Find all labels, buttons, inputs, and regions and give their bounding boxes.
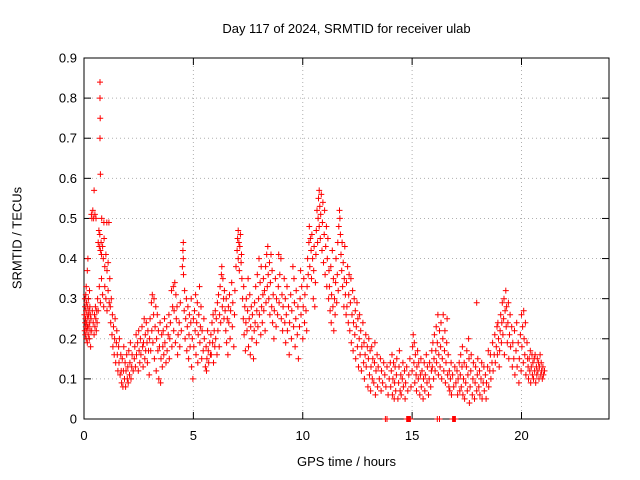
y-tick-label: 0.9 — [59, 51, 77, 66]
x-tick-label: 0 — [80, 428, 87, 443]
x-tick-label: 15 — [405, 428, 419, 443]
y-tick-label: 0.6 — [59, 171, 77, 186]
scatter-points — [81, 79, 548, 422]
y-tick-label: 0 — [70, 412, 77, 427]
y-tick-label: 0.8 — [59, 91, 77, 106]
y-tick-label: 0.7 — [59, 131, 77, 146]
y-tick-label: 0.4 — [59, 251, 77, 266]
x-tick-label: 10 — [296, 428, 310, 443]
plot-border — [83, 57, 610, 420]
x-axis-label: GPS time / hours — [297, 454, 396, 469]
y-tick-label: 0.1 — [59, 371, 77, 386]
x-tick-label: 5 — [190, 428, 197, 443]
y-tick-label: 0.5 — [59, 211, 77, 226]
x-tick-label: 20 — [514, 428, 528, 443]
chart-title: Day 117 of 2024, SRMTID for receiver ula… — [222, 21, 471, 36]
y-tick-label: 0.2 — [59, 331, 77, 346]
y-tick-label: 0.3 — [59, 291, 77, 306]
